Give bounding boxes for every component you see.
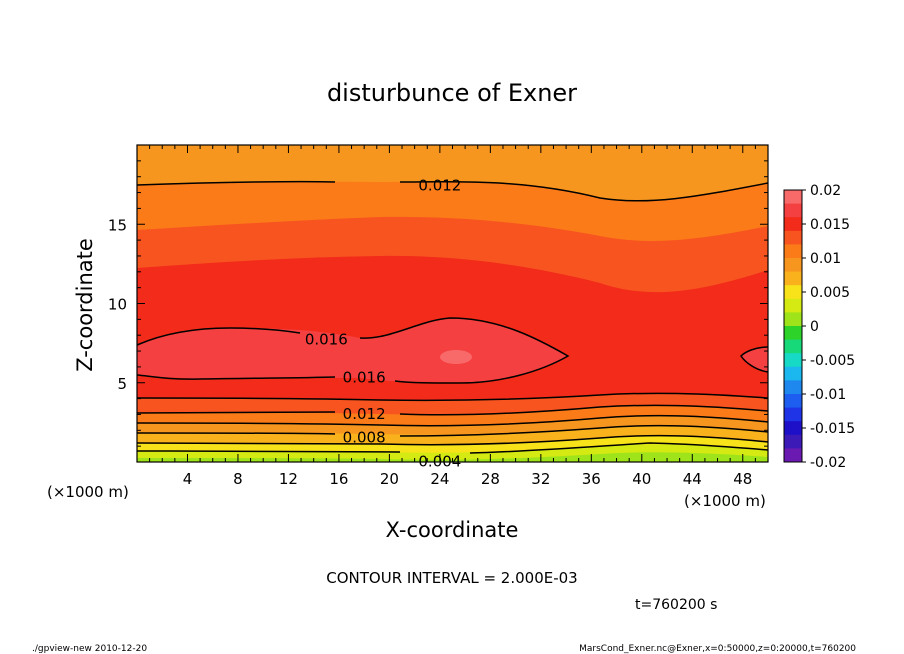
x-tick-label: 12 — [279, 470, 298, 488]
band-0-016-right — [741, 347, 768, 372]
contour-line-0-012-low — [137, 404, 768, 416]
contour-label: 0.008 — [343, 429, 386, 447]
time-note: t=760200 s — [635, 597, 717, 613]
footer-left: ./gpview-new 2010-12-20 — [32, 644, 147, 654]
x-axis-label: X-coordinate — [386, 518, 519, 542]
x-tick-label: 48 — [733, 470, 752, 488]
band-0-016 — [137, 318, 568, 383]
colorbar-swatch — [784, 380, 802, 395]
contour-line-0-010-low — [137, 414, 768, 427]
colorbar-swatch — [784, 217, 802, 232]
contour-line-0-008-low — [137, 424, 768, 437]
colorbar-swatch — [784, 244, 802, 259]
colorbar-swatch — [784, 407, 802, 422]
contour-interval-note: CONTOUR INTERVAL = 2.000E-03 — [326, 569, 577, 587]
colorbar-swatch — [784, 448, 802, 463]
colorbar-swatch — [784, 230, 802, 245]
contour-label: 0.004 — [418, 452, 461, 470]
colorbar-label: 0.01 — [810, 251, 841, 267]
colorbar-swatch — [784, 190, 802, 205]
x-tick-label: 36 — [582, 470, 601, 488]
colorbar-swatch — [784, 271, 802, 286]
y-axis-ticks: 5 10 15 — [108, 160, 768, 447]
colorbar-swatch — [784, 285, 802, 300]
x-tick-label: 44 — [683, 470, 702, 488]
x-tick-label: 32 — [531, 470, 550, 488]
colorbar: 0.02 0.015 0.01 0.005 0 -0.005 -0.01 -0.015 -0.0… — [783, 183, 855, 471]
band-0-018 — [440, 350, 472, 364]
footer-right: MarsCond_Exner.nc@Exner,x=0:50000,z=0:20… — [579, 644, 856, 654]
contour-label: 0.012 — [343, 405, 386, 423]
colorbar-label: 0.015 — [810, 217, 850, 233]
colorbar-swatch — [784, 353, 802, 368]
colorbar-label: 0.02 — [810, 183, 841, 199]
x-tick-label: 40 — [632, 470, 651, 488]
colorbar-swatch — [784, 394, 802, 409]
contour-line-0-016-right — [740, 346, 768, 373]
contour-line-0-012-top — [137, 180, 768, 202]
x-tick-label: 8 — [233, 470, 243, 488]
colorbar-label: -0.01 — [810, 387, 846, 403]
y-tick-label: 5 — [117, 375, 127, 393]
x-tick-label: 24 — [430, 470, 449, 488]
y-tick-label: 10 — [108, 296, 127, 314]
x-tick-label: 16 — [329, 470, 348, 488]
colorbar-swatch — [784, 366, 802, 381]
colorbar-swatch — [784, 326, 802, 341]
colorbar-label: -0.02 — [810, 455, 846, 471]
colorbar-label: -0.005 — [810, 353, 855, 369]
contour-line-0-016-lower — [137, 374, 336, 380]
filled-contour-bands — [137, 145, 768, 462]
band-0-000-low — [137, 452, 768, 462]
colorbar-label: -0.015 — [810, 421, 855, 437]
x-tick-label: 20 — [380, 470, 399, 488]
contour-labels: 0.012 0.016 0.016 0.012 0.008 0.004 — [305, 177, 462, 471]
x-axis-unit-left: (×1000 m) — [47, 483, 129, 501]
contour-line-0-016-upper — [137, 317, 570, 384]
contour-line-0-004-low — [137, 442, 768, 454]
colorbar-swatch — [784, 298, 802, 313]
x-tick-label: 28 — [481, 470, 500, 488]
colorbar-label: 0.005 — [810, 285, 850, 301]
colorbar-swatch — [784, 339, 802, 354]
colorbar-swatch — [784, 203, 802, 218]
chart-title: disturbunce of Exner — [327, 79, 577, 107]
colorbar-label: 0 — [810, 319, 819, 335]
contour-line-0-014-low — [137, 392, 768, 402]
colorbar-swatch — [784, 434, 802, 449]
x-tick-label: 4 — [183, 470, 193, 488]
x-axis-unit-right: (×1000 m) — [684, 492, 766, 510]
contour-label: 0.016 — [343, 368, 386, 386]
contour-line-0-006-low — [137, 434, 768, 446]
colorbar-swatch — [784, 258, 802, 273]
y-axis-label: Z-coordinate — [73, 238, 97, 372]
contour-lines — [137, 180, 768, 454]
x-axis-ticks: 4 8 12 16 20 24 28 32 36 40 44 48 — [149, 145, 756, 488]
colorbar-swatch — [784, 312, 802, 327]
contour-label: 0.016 — [305, 330, 348, 348]
y-tick-label: 15 — [108, 216, 127, 234]
contour-label: 0.012 — [418, 177, 461, 195]
colorbar-swatch — [784, 421, 802, 436]
